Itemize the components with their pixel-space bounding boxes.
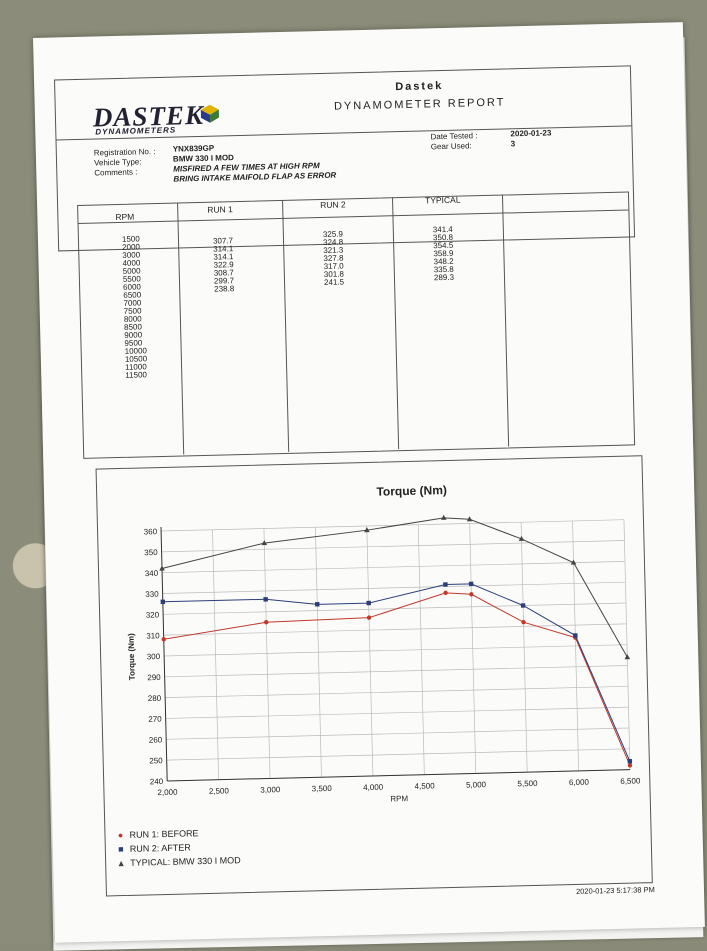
- y-tick-label: 310: [146, 631, 160, 640]
- series-line-1: [163, 592, 631, 766]
- y-gridline: [163, 602, 626, 615]
- table-header-run1: RUN 1: [207, 204, 233, 215]
- y-tick-label: 300: [147, 652, 161, 661]
- typical-cell: 289.3: [433, 272, 455, 283]
- data-point-run2: [366, 600, 371, 606]
- y-axis-label: Torque (Nm): [127, 633, 137, 680]
- x-tick-label: 6,000: [569, 778, 590, 787]
- x-axis: [167, 769, 631, 782]
- data-point-typical: [261, 540, 268, 546]
- vehicle-label: Vehicle Type:: [93, 157, 142, 168]
- x-tick-label: 4,000: [363, 783, 384, 792]
- y-gridline: [163, 623, 627, 636]
- data-point-typical: [441, 514, 447, 520]
- y-tick-label: 320: [146, 610, 160, 619]
- series-line-3: [161, 517, 628, 658]
- data-point-run2: [573, 633, 578, 638]
- print-timestamp: 2020-01-23 5:17:38 PM: [575, 885, 655, 896]
- comments-label: Comments :: [94, 167, 138, 178]
- dyno-report-sheet: DASTEK DYNAMOMETERS Dastek DYNAMOMETER R…: [33, 22, 705, 943]
- run1-cell: 238.8: [214, 284, 235, 294]
- gear-label: Gear Used:: [430, 141, 472, 152]
- run2-column: 325.9 324.8 321.3 327.8 317.0 301.8 241.5: [323, 229, 345, 287]
- registration-value: YNX839GP: [172, 143, 215, 154]
- x-tick-label: 5,500: [517, 779, 538, 788]
- data-point-run2: [315, 602, 320, 607]
- x-tick-label: 3,500: [312, 784, 333, 793]
- circle-marker-icon: ●: [117, 830, 124, 841]
- data-point-run1: [264, 620, 269, 625]
- data-point-run2: [627, 759, 633, 764]
- data-table: [77, 191, 636, 459]
- triangle-marker-icon: ▲: [116, 857, 126, 869]
- gear-value: 3: [510, 139, 516, 149]
- vehicle-value: BMW 330 I MOD: [172, 153, 234, 164]
- data-point-typical: [624, 654, 631, 660]
- data-point-run1: [443, 590, 448, 596]
- table-header-rpm: RPM: [115, 211, 135, 223]
- y-gridline: [162, 561, 625, 574]
- y-gridline: [164, 644, 628, 657]
- y-tick-label: 250: [149, 756, 163, 765]
- run2-cell: 241.5: [323, 277, 345, 287]
- y-tick-label: 270: [148, 715, 162, 724]
- data-point-run2: [468, 581, 474, 587]
- x-tick-label: 2,000: [157, 788, 178, 797]
- typical-column: 341.4 350.8 354.5 358.9 348.2 335.8 289.3: [433, 225, 455, 283]
- data-point-run1: [366, 615, 372, 620]
- data-point-run1: [469, 592, 474, 597]
- rpm-cell: 11500: [125, 370, 148, 380]
- x-axis-label: RPM: [390, 794, 408, 803]
- registration-label: Registration No. :: [93, 147, 156, 158]
- y-gridline: [165, 685, 629, 698]
- y-gridline: [165, 706, 629, 719]
- rpm-column: 1500 2000 3000 4000 5000 5500 6000 6500 7000 7500…: [122, 234, 148, 380]
- y-tick-label: 350: [144, 548, 158, 557]
- data-point-typical: [518, 535, 525, 541]
- data-point-run1: [161, 637, 166, 642]
- y-gridline: [166, 727, 630, 740]
- y-tick-label: 330: [145, 590, 159, 599]
- y-gridline: [162, 581, 626, 594]
- torque-chart: Torque (Nm) 2,000 2,500 3,000 3,500 4,000 4,50…: [127, 483, 641, 803]
- table-header-typical: TYPICAL: [424, 194, 461, 206]
- y-gridline: [161, 519, 624, 532]
- data-point-run2: [443, 582, 448, 587]
- data-point-run2: [520, 603, 526, 608]
- x-tick-label: 2,500: [209, 786, 230, 795]
- y-tick-label: 290: [147, 673, 161, 682]
- square-marker-icon: ■: [118, 844, 124, 855]
- data-point-run2: [263, 597, 268, 602]
- y-tick-label: 260: [149, 735, 163, 744]
- run1-column: 307.7 314.1 314.1 322.9 308.7 299.7 238.8: [213, 236, 235, 294]
- table-header-run2: RUN 2: [320, 199, 346, 211]
- y-tick-label: 360: [144, 527, 158, 536]
- y-tick-label: 340: [145, 569, 159, 578]
- date-label: Date Tested :: [430, 131, 478, 142]
- y-tick-label: 280: [148, 694, 162, 703]
- data-point-typical: [570, 559, 577, 565]
- data-point-typical: [364, 527, 370, 533]
- x-tick-label: 3,000: [260, 785, 281, 794]
- data-point-run2: [160, 599, 166, 605]
- y-gridline: [164, 665, 628, 678]
- y-gridline: [166, 748, 630, 761]
- date-value: 2020-01-23: [510, 128, 552, 139]
- data-point-typical: [466, 516, 473, 522]
- dastek-logo: DASTEK DYNAMOMETERS: [92, 99, 205, 137]
- chart-legend: ● RUN 1: BEFORE ■ RUN 2: AFTER ▲ TYPICAL: B…: [114, 825, 241, 870]
- data-point-typical: [159, 565, 165, 571]
- x-tick-label: 4,500: [414, 781, 435, 790]
- cube-logo-icon: [200, 104, 219, 123]
- y-gridline: [161, 540, 625, 553]
- chart-title: Torque (Nm): [376, 483, 447, 499]
- y-tick-label: 240: [150, 777, 164, 786]
- x-tick-label: 5,000: [466, 780, 487, 789]
- data-point-run1: [627, 763, 633, 768]
- x-tick-label: 6,500: [620, 776, 641, 785]
- data-point-run1: [521, 619, 526, 625]
